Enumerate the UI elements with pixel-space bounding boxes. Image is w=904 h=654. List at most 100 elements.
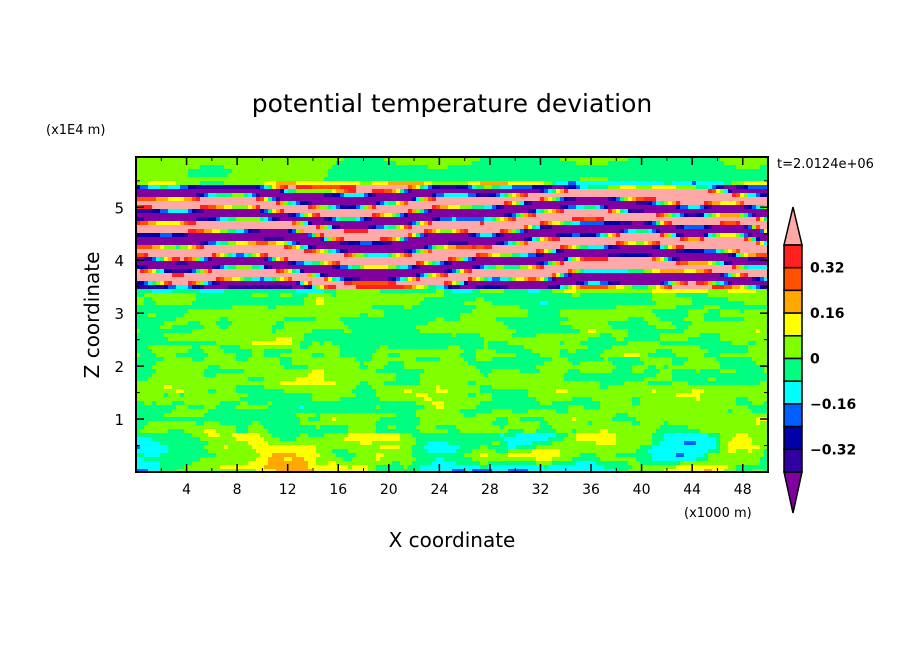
field-cell: [460, 189, 465, 194]
field-cell: [624, 173, 629, 178]
field-cell: [412, 173, 417, 178]
field-cell: [668, 157, 673, 162]
field-cell: [300, 241, 305, 246]
field-cell: [688, 189, 693, 194]
field-cell: [220, 221, 225, 226]
field-cell: [444, 269, 449, 274]
field-cell: [292, 253, 297, 258]
field-cell: [656, 269, 661, 274]
field-cell: [552, 169, 557, 174]
field-cell: [308, 249, 313, 254]
field-cell: [144, 245, 149, 250]
field-cell: [688, 257, 693, 262]
field-cell: [696, 181, 701, 186]
field-cell: [628, 233, 633, 238]
field-cell: [728, 277, 733, 282]
field-cell: [596, 269, 601, 274]
field-cell: [568, 157, 573, 162]
field-cell: [280, 209, 285, 214]
field-cell: [188, 241, 193, 246]
field-cell: [556, 253, 561, 258]
field-cell: [152, 261, 157, 266]
field-cell: [580, 209, 585, 214]
field-cell: [272, 193, 277, 198]
field-cell: [352, 249, 357, 254]
field-cell: [548, 165, 553, 170]
field-cell: [760, 165, 765, 170]
field-cell: [180, 261, 185, 266]
field-cell: [580, 189, 585, 194]
field-cell: [252, 265, 257, 270]
field-cell: [664, 193, 669, 198]
field-cell: [320, 213, 325, 218]
field-cell: [552, 197, 557, 202]
field-cell: [248, 253, 253, 258]
field-cell: [604, 157, 609, 162]
field-cell: [684, 233, 689, 238]
field-cell: [312, 177, 317, 182]
field-cell: [740, 169, 745, 174]
field-cell: [656, 273, 661, 278]
field-cell: [328, 185, 333, 190]
field-cell: [432, 237, 437, 242]
field-cell: [416, 277, 421, 282]
field-cell: [736, 253, 741, 258]
field-cell: [544, 273, 549, 278]
field-cell: [256, 173, 261, 178]
field-cell: [616, 205, 621, 210]
field-cell: [524, 181, 529, 186]
field-cell: [388, 273, 393, 278]
field-cell: [244, 185, 249, 190]
field-cell: [228, 189, 233, 194]
field-cell: [164, 177, 169, 182]
field-cell: [696, 177, 701, 182]
field-cell: [540, 173, 545, 178]
field-cell: [300, 261, 305, 266]
field-cell: [200, 241, 205, 246]
field-cell: [216, 193, 221, 198]
field-cell: [620, 197, 625, 202]
field-cell: [552, 213, 557, 218]
field-cell: [484, 173, 489, 178]
field-cell: [748, 233, 753, 238]
field-cell: [652, 261, 657, 266]
field-cell: [328, 253, 333, 258]
field-cell: [296, 245, 301, 250]
field-cell: [304, 157, 309, 162]
field-cell: [704, 249, 709, 254]
field-cell: [640, 181, 645, 186]
field-cell: [224, 245, 229, 250]
field-cell: [732, 221, 737, 226]
field-cell: [736, 197, 741, 202]
field-cell: [412, 265, 417, 270]
field-cell: [224, 277, 229, 282]
field-cell: [740, 217, 745, 222]
field-cell: [640, 257, 645, 262]
field-cell: [436, 245, 441, 250]
field-cell: [232, 173, 237, 178]
field-cell: [760, 181, 765, 186]
field-cell: [404, 209, 409, 214]
field-cell: [716, 209, 721, 214]
field-cell: [260, 213, 265, 218]
field-cell: [332, 177, 337, 182]
field-cell: [512, 157, 517, 162]
field-cell: [464, 261, 469, 266]
field-cell: [368, 261, 373, 266]
field-cell: [148, 245, 153, 250]
field-cell: [504, 197, 509, 202]
field-cell: [764, 157, 769, 162]
field-cell: [376, 181, 381, 186]
field-cell: [244, 189, 249, 194]
field-cell: [324, 173, 329, 178]
field-cell: [764, 193, 769, 198]
field-cell: [192, 237, 197, 242]
field-cell: [480, 213, 485, 218]
field-cell: [448, 265, 453, 270]
field-cell: [452, 181, 457, 186]
field-cell: [664, 257, 669, 262]
field-cell: [428, 237, 433, 242]
field-cell: [596, 165, 601, 170]
field-cell: [332, 201, 337, 206]
field-cell: [468, 193, 473, 198]
